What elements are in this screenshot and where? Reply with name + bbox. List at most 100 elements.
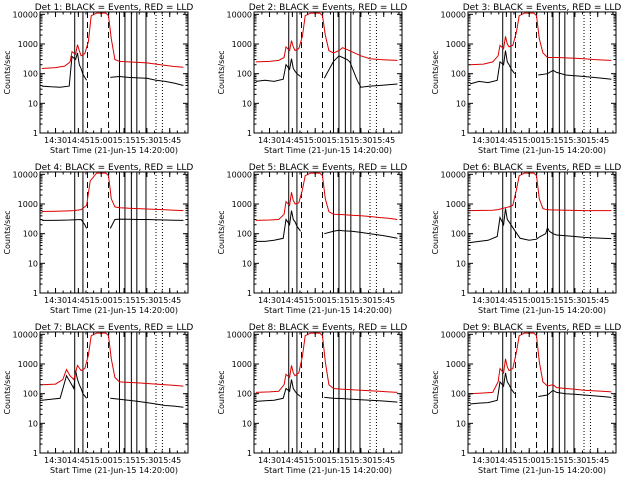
x-tick-label: 14:45: [495, 296, 518, 305]
x-tick-label: 15:30: [349, 296, 372, 305]
panel-title: Det 1: BLACK = Events, RED = LLD: [35, 3, 194, 13]
plot-frame: [467, 331, 617, 454]
x-tick-label: 14:45: [495, 456, 518, 465]
y-tick-label: 100: [451, 230, 466, 239]
x-tick-label: 15:30: [135, 296, 158, 305]
y-tick-label: 1: [247, 449, 252, 458]
events-series-line: [41, 370, 87, 401]
panel-title: Det 9: BLACK = Events, RED = LLD: [463, 323, 622, 333]
lld-series-line: [469, 12, 612, 66]
x-tick-label: 15:00: [90, 136, 113, 145]
y-tick-label: 1000: [446, 40, 466, 49]
y-tick-label: 100: [237, 70, 252, 79]
plot-area: [41, 332, 184, 453]
events-series-line: [255, 379, 301, 402]
lld-series-line: [255, 172, 398, 221]
plot-area: [469, 12, 612, 133]
x-tick-label: 15:15: [113, 136, 136, 145]
x-tick-label: 14:45: [67, 136, 90, 145]
y-tick-label: 10: [456, 99, 466, 108]
panel-det-2: Det 2: BLACK = Events, RED = LLD 1 10 100 10…: [217, 3, 407, 155]
y-tick-label: 100: [237, 390, 252, 399]
x-tick-label: 14:45: [67, 456, 90, 465]
panel-det-8: Det 8: BLACK = Events, RED = LLD 1 10 100 10…: [217, 323, 407, 475]
y-tick-label: 10: [28, 259, 38, 268]
events-series-line: [469, 372, 516, 405]
y-axis-label: Counts/sec: [217, 370, 226, 414]
plot-area: [255, 172, 398, 293]
x-tick-label: 15:15: [113, 296, 136, 305]
y-tick-label: 1: [33, 289, 38, 298]
y-tick-label: 100: [451, 390, 466, 399]
x-tick-label: 15:45: [586, 456, 609, 465]
x-tick-label: 14:30: [44, 456, 67, 465]
y-tick-label: 10000: [441, 10, 466, 19]
y-axis-label: Counts/sec: [3, 50, 12, 94]
y-tick-label: 1: [247, 289, 252, 298]
y-tick-label: 100: [23, 70, 38, 79]
y-tick-label: 1000: [232, 200, 252, 209]
events-series-line: [110, 397, 184, 408]
x-axis-label: Start Time (21-Jun-15 14:20:00): [264, 466, 392, 475]
x-axis-label: Start Time (21-Jun-15 14:20:00): [264, 146, 392, 155]
events-series-line: [324, 396, 398, 403]
y-tick-label: 10000: [13, 170, 38, 179]
y-tick-label: 1: [461, 289, 466, 298]
panel-title: Det 5: BLACK = Events, RED = LLD: [249, 163, 408, 173]
panel-title: Det 6: BLACK = Events, RED = LLD: [463, 163, 622, 173]
y-tick-label: 10000: [227, 170, 252, 179]
x-tick-label: 14:30: [44, 296, 67, 305]
x-axis-label: Start Time (21-Jun-15 14:20:00): [50, 306, 178, 315]
x-tick-label: 14:45: [281, 456, 304, 465]
x-tick-label: 15:00: [90, 456, 113, 465]
events-series-line: [469, 208, 612, 244]
y-tick-label: 10000: [227, 10, 252, 19]
plot-area: [255, 12, 398, 133]
events-series-line: [255, 58, 301, 82]
plot-area: [41, 172, 184, 293]
lld-series-line: [41, 172, 184, 212]
y-tick-label: 100: [451, 70, 466, 79]
y-tick-label: 1000: [18, 200, 38, 209]
panel-det-9: Det 9: BLACK = Events, RED = LLD 1 10 100 10…: [431, 323, 621, 475]
y-tick-label: 1000: [18, 360, 38, 369]
panel-det-6: Det 6: BLACK = Events, RED = LLD 1 10 100 10…: [431, 163, 621, 315]
x-tick-label: 14:45: [281, 136, 304, 145]
plot-frame: [253, 331, 403, 454]
plot-frame: [467, 171, 617, 294]
lld-series-line: [41, 12, 184, 69]
y-tick-label: 10: [242, 259, 252, 268]
x-tick-label: 15:15: [327, 136, 350, 145]
plot-frame: [39, 331, 189, 454]
panel-title: Det 8: BLACK = Events, RED = LLD: [249, 323, 408, 333]
x-axis-label: Start Time (21-Jun-15 14:20:00): [478, 306, 606, 315]
plot-frame: [253, 11, 403, 134]
y-tick-label: 1: [461, 129, 466, 138]
x-axis-label: Start Time (21-Jun-15 14:20:00): [478, 466, 606, 475]
x-tick-label: 15:00: [304, 456, 327, 465]
y-tick-label: 10: [28, 419, 38, 428]
panel-det-4: Det 4: BLACK = Events, RED = LLD 1 10 100 10…: [3, 163, 193, 315]
x-tick-label: 15:00: [90, 296, 113, 305]
x-tick-label: 15:30: [135, 456, 158, 465]
x-tick-label: 15:45: [372, 456, 395, 465]
panel-title: Det 4: BLACK = Events, RED = LLD: [35, 163, 194, 173]
x-axis-label: Start Time (21-Jun-15 14:20:00): [50, 466, 178, 475]
x-tick-label: 15:45: [158, 456, 181, 465]
plot-frame: [253, 171, 403, 294]
x-tick-label: 15:00: [518, 456, 541, 465]
x-tick-label: 15:30: [563, 296, 586, 305]
y-axis-label: Counts/sec: [3, 370, 12, 414]
x-tick-label: 15:45: [586, 136, 609, 145]
y-tick-label: 10: [456, 419, 466, 428]
panel-det-1: Det 1: BLACK = Events, RED = LLD 1 10 100 10…: [3, 3, 193, 155]
y-tick-label: 10000: [441, 330, 466, 339]
x-tick-label: 15:45: [372, 296, 395, 305]
plot-frame: [39, 171, 189, 294]
x-tick-label: 15:30: [563, 456, 586, 465]
x-tick-label: 15:45: [372, 136, 395, 145]
x-tick-label: 15:00: [304, 296, 327, 305]
events-series-line: [324, 229, 398, 239]
x-tick-label: 15:15: [541, 456, 564, 465]
